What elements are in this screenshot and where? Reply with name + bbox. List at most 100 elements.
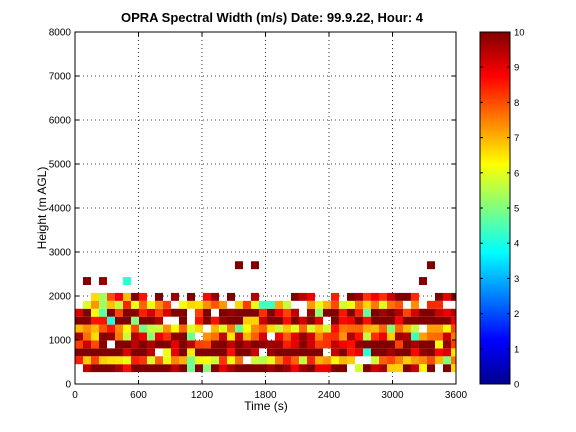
heatmap-cell <box>259 308 267 317</box>
heatmap-cell <box>403 292 411 301</box>
heatmap-cell <box>147 300 155 309</box>
heatmap-cell <box>171 340 179 349</box>
heatmap-cell <box>363 340 371 349</box>
heatmap-cell <box>443 332 451 341</box>
heatmap-cell <box>251 300 259 309</box>
heatmap-cell <box>323 364 331 373</box>
heatmap-cell <box>99 324 107 333</box>
colorbar-tick-label: 9 <box>514 63 519 74</box>
heatmap-cell <box>451 364 456 373</box>
heatmap-cell <box>363 300 371 309</box>
heatmap-cell <box>139 340 147 349</box>
heatmap-cell <box>107 292 115 301</box>
heatmap-cell <box>83 316 91 325</box>
heatmap-cell <box>291 324 299 333</box>
heatmap-cell <box>251 316 259 325</box>
heatmap-cell <box>419 277 427 285</box>
heatmap-cell <box>347 332 355 341</box>
heatmap-cell <box>451 332 456 341</box>
heatmap-cell <box>379 324 387 333</box>
heatmap-cell <box>147 364 155 373</box>
heatmap-cell <box>139 356 147 365</box>
heatmap-cell <box>235 340 243 349</box>
heatmap-cell <box>427 261 435 270</box>
heatmap-cell <box>315 332 323 341</box>
heatmap-cell <box>323 308 331 317</box>
heatmap-cell <box>83 340 91 349</box>
heatmap-cell <box>187 324 195 333</box>
heatmap-cell <box>331 300 339 309</box>
heatmap-cell <box>235 300 243 309</box>
heatmap-cell <box>387 308 395 317</box>
heatmap-cell <box>107 316 115 325</box>
heatmap-cell <box>355 316 363 325</box>
heatmap-cell <box>291 332 299 341</box>
heatmap-cell <box>171 332 179 341</box>
heatmap-cell <box>347 340 355 349</box>
y-tick-label: 8000 <box>49 28 72 39</box>
colorbar-ticks: 0 1 2 3 4 5 6 7 8 9 10 <box>480 28 525 391</box>
colorbar-tick-label: 7 <box>514 133 519 144</box>
heatmap-cell <box>251 332 259 341</box>
heatmap-cell <box>219 356 227 365</box>
heatmap-cell <box>307 332 315 341</box>
heatmap-cell <box>187 356 195 365</box>
heatmap-cell <box>323 332 331 341</box>
heatmap-cell <box>371 300 379 309</box>
heatmap-cell <box>403 356 411 365</box>
heatmap-cell <box>339 340 347 349</box>
heatmap-cell <box>331 356 339 365</box>
heatmap-cell <box>275 332 283 341</box>
heatmap-cell <box>451 316 456 325</box>
heatmap-cell <box>107 300 115 309</box>
heatmap-cell <box>123 348 131 357</box>
heatmap-cell <box>307 364 315 373</box>
heatmap-cell <box>355 348 363 357</box>
heatmap-cell <box>115 292 123 301</box>
heatmap-cell <box>435 356 443 365</box>
heatmap-cell <box>83 332 91 341</box>
heatmap-cell <box>187 332 195 341</box>
heatmap-cell <box>139 332 147 341</box>
heatmap-cell <box>275 300 283 309</box>
heatmap-cell <box>203 308 211 317</box>
heatmap-cell <box>227 324 235 333</box>
heatmap-cell <box>451 308 456 317</box>
heatmap-cell <box>203 340 211 349</box>
heatmap-cell <box>139 300 147 309</box>
heatmap-cell <box>347 308 355 317</box>
heatmap-cell <box>435 316 443 325</box>
x-tick-label: 1800 <box>254 390 277 401</box>
heatmap-cell <box>187 292 195 301</box>
heatmap-cell <box>243 324 251 333</box>
heatmap-cell <box>379 340 387 349</box>
heatmap-cell <box>235 261 243 270</box>
heatmap-cell <box>187 364 195 373</box>
heatmap-cell <box>427 348 435 357</box>
heatmap-cell <box>403 316 411 325</box>
heatmap-cell <box>171 308 179 317</box>
heatmap-cell <box>403 308 411 317</box>
heatmap-cell <box>427 356 435 365</box>
heatmap-cell <box>339 308 347 317</box>
heatmap-cell <box>299 316 307 325</box>
chart-title: OPRA Spectral Width (m/s) Date: 99.9.22,… <box>121 10 424 25</box>
heatmap-cell <box>123 332 131 341</box>
heatmap-cell <box>299 324 307 333</box>
heatmap-cell <box>403 332 411 341</box>
heatmap-cell <box>267 340 275 349</box>
heatmap-cell <box>307 356 315 365</box>
heatmap-cell <box>331 348 339 357</box>
heatmap-cell <box>163 340 171 349</box>
heatmap-cell <box>227 364 235 373</box>
colorbar-gradient <box>479 31 511 385</box>
heatmap-cell <box>451 292 456 301</box>
x-axis: 0 600 1200 1800 2400 3000 3600 <box>72 32 468 401</box>
heatmap-cell <box>411 308 419 317</box>
heatmap-cell <box>203 332 211 341</box>
heatmap-cell <box>355 332 363 341</box>
colorbar-tick-label: 5 <box>514 204 519 215</box>
heatmap-cell <box>267 364 275 373</box>
heatmap-cell <box>259 316 267 325</box>
